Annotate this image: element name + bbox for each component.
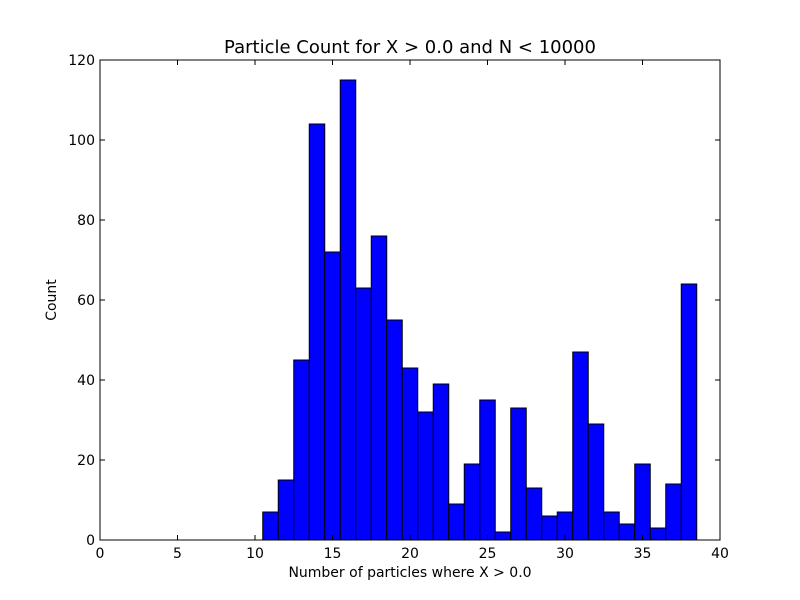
y-tick-label: 120	[68, 53, 95, 69]
x-tick-label: 0	[96, 546, 105, 562]
histogram-bar	[510, 407, 527, 541]
x-tick-label: 30	[556, 546, 574, 562]
y-tick-label: 100	[68, 133, 95, 149]
histogram-bar	[603, 511, 620, 541]
histogram-bar	[463, 463, 481, 541]
y-tick-label: 20	[77, 453, 95, 469]
x-tick-label: 25	[479, 546, 497, 562]
histogram-bar	[432, 383, 450, 541]
histogram-bar	[324, 251, 341, 541]
x-tick-label: 35	[634, 546, 652, 562]
y-tick-label: 60	[77, 293, 95, 309]
histogram-bar	[339, 79, 357, 541]
histogram-bar	[448, 503, 465, 541]
x-axis-label: Number of particles where X > 0.0	[288, 565, 531, 581]
histogram-bar	[572, 351, 589, 541]
x-tick-label: 15	[324, 546, 342, 562]
histogram-bar	[649, 527, 667, 541]
histogram-bar	[293, 359, 310, 541]
histogram-bar	[355, 287, 372, 541]
x-tick-label: 20	[401, 546, 419, 562]
y-tick-label: 80	[77, 213, 95, 229]
y-axis-label: Count	[44, 279, 60, 321]
histogram-bar	[680, 283, 698, 541]
ticks-layer: 0 5 10 15 20 25 30 35 40 0 20 40 60 80 100 120	[68, 53, 729, 562]
y-tick-label: 0	[86, 533, 95, 549]
histogram-bar	[277, 479, 295, 541]
histogram-bar	[262, 511, 279, 541]
histogram-bar	[370, 235, 388, 541]
histogram-bar	[401, 367, 419, 541]
bars-layer	[262, 79, 698, 541]
histogram-bar	[308, 123, 326, 541]
histogram-bar	[665, 483, 682, 541]
histogram-bar	[587, 423, 605, 541]
histogram-bar	[386, 319, 403, 541]
x-tick-label: 10	[246, 546, 264, 562]
histogram-bar	[525, 487, 543, 541]
histogram-bar	[541, 515, 558, 541]
histogram-bar	[634, 463, 651, 541]
x-tick-label: 40	[711, 546, 729, 562]
histogram-bar	[479, 399, 496, 541]
histogram-bar	[618, 523, 636, 541]
chart-title: Particle Count for X > 0.0 and N < 10000	[224, 37, 596, 58]
histogram-bar	[494, 531, 512, 541]
histogram-bar	[417, 411, 434, 541]
x-tick-label: 5	[173, 546, 182, 562]
y-tick-label: 40	[77, 373, 95, 389]
